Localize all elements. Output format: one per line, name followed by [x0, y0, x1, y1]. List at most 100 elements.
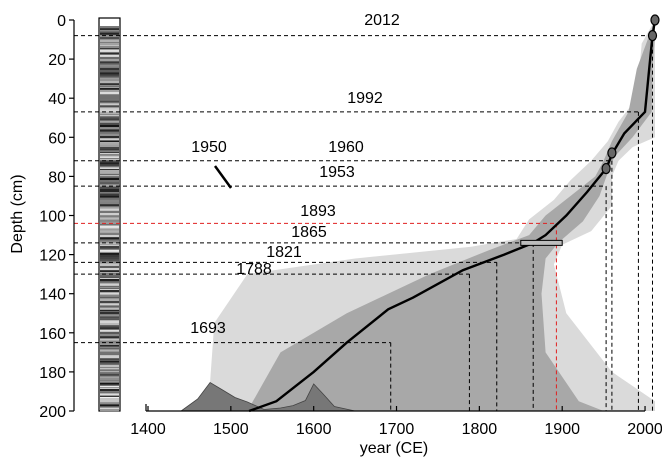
annotation-label: 2012	[364, 12, 400, 29]
x-axis-title: year (CE)	[360, 440, 428, 457]
core-stripe	[100, 81, 119, 85]
core-stripe	[100, 272, 119, 275]
core-stripe	[100, 400, 119, 404]
core-stripe	[100, 226, 119, 229]
core-stripe	[100, 100, 119, 103]
annotation-label: 1693	[190, 320, 226, 337]
core-stripe	[100, 120, 119, 124]
core-stripe	[100, 186, 119, 189]
x-tick-label: 1800	[462, 421, 498, 438]
core-stripe	[100, 155, 119, 158]
core-stripe	[100, 345, 119, 347]
core-stripe	[100, 290, 119, 294]
core-stripe	[100, 144, 119, 149]
core-stripe	[100, 287, 119, 290]
core-stripe	[100, 122, 119, 127]
core-stripe	[100, 389, 119, 392]
core-stripe	[100, 252, 119, 255]
core-stripe	[100, 89, 119, 93]
core-stripe	[100, 153, 119, 158]
core-stripe	[100, 32, 119, 37]
core-stripe	[100, 296, 119, 299]
core-stripe	[100, 164, 119, 167]
core-stripe	[100, 63, 119, 66]
core-stripe	[100, 250, 119, 254]
core-stripe	[100, 129, 119, 134]
core-stripe	[100, 30, 119, 34]
core-stripe	[100, 173, 119, 176]
annotation-1960	[74, 160, 613, 411]
core-stripe	[100, 59, 119, 62]
core-stripe	[100, 199, 119, 204]
y-ticks: 0 20 40 60 80 100 120 140 160 180 200	[39, 13, 74, 421]
inner-uncertainty-band	[247, 20, 655, 411]
x-tick-label: 1700	[379, 421, 415, 438]
core-stripe	[100, 327, 119, 331]
core-stripe	[100, 136, 119, 140]
core-stripe	[100, 265, 119, 269]
core-stripe	[100, 180, 119, 184]
core-stripe	[100, 96, 119, 100]
median-age-line	[248, 19, 657, 413]
core-stripe	[100, 360, 119, 363]
core-stripe	[100, 395, 119, 397]
core-stripe	[100, 111, 119, 115]
annotation-1950	[213, 165, 233, 189]
x-ticks: 1400 1500 1600 1700 1800 1900 2000	[130, 404, 662, 438]
core-stripe	[100, 347, 119, 351]
y-tick-label: 200	[39, 404, 66, 421]
core-stripe	[100, 41, 119, 44]
x-tick-label: 1600	[296, 421, 332, 438]
dated-point	[647, 30, 658, 42]
core-stripe	[100, 232, 119, 236]
annotation-1992	[74, 111, 639, 411]
annotation-1893	[74, 222, 557, 411]
core-stripe	[100, 125, 119, 128]
x-tick-label: 1900	[544, 421, 580, 438]
annotation-label: 1950	[191, 139, 227, 156]
core-stripe	[100, 52, 119, 55]
y-tick-label: 0	[57, 13, 66, 30]
core-stripe	[100, 325, 119, 329]
core-stripe	[100, 279, 119, 283]
core-stripe	[100, 175, 119, 179]
core-stripe	[100, 92, 119, 95]
core-stripe	[100, 160, 119, 163]
core-stripe	[100, 74, 119, 79]
core-stripe	[100, 408, 119, 412]
annotation-pointer	[213, 165, 233, 189]
core-stripe	[100, 215, 119, 219]
core-stripe	[100, 312, 119, 316]
core-stripe	[100, 65, 119, 68]
core-stripe	[100, 334, 119, 337]
core-bands	[100, 26, 119, 412]
core-stripe	[100, 169, 119, 171]
core-stripe	[100, 303, 119, 308]
y-tick-label: 40	[48, 91, 66, 108]
annotation-label: 1788	[236, 261, 272, 278]
core-stripe	[100, 105, 119, 109]
core-stripe	[100, 316, 119, 319]
core-stripe	[100, 116, 119, 119]
annotation-label: 1992	[347, 90, 383, 107]
annotation-label: 1893	[300, 203, 336, 220]
core-stripe	[100, 76, 119, 79]
core-stripe	[100, 72, 119, 76]
core-stripe	[100, 391, 119, 395]
core-stripe	[100, 369, 119, 371]
core-stripe	[100, 191, 119, 193]
core-stripe	[100, 166, 119, 169]
core-stripe	[100, 318, 119, 321]
core-stripe	[100, 329, 119, 333]
core-stripe	[100, 237, 119, 240]
core-stripe	[100, 404, 119, 407]
annotation-1821	[74, 261, 498, 411]
core-stripe	[100, 206, 119, 210]
core-image	[98, 17, 121, 412]
core-stripe	[100, 259, 119, 263]
core-stripe	[100, 127, 119, 130]
core-stripe	[100, 323, 119, 327]
core-stripe	[100, 235, 119, 239]
core-stripe	[100, 307, 119, 311]
